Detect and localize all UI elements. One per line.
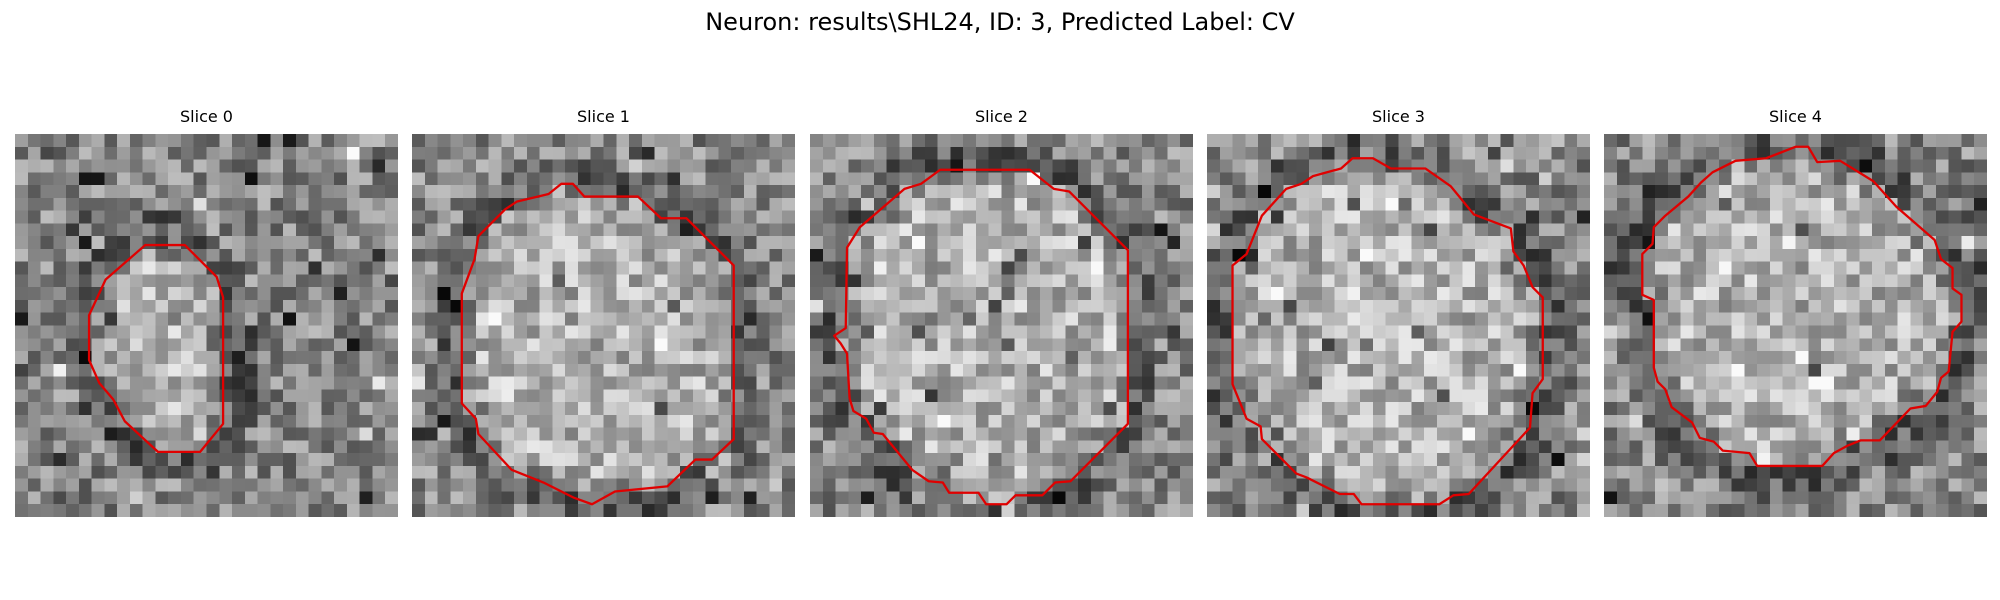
segmentation-contour-4 xyxy=(1641,145,1963,468)
slice-image-2 xyxy=(810,134,1193,517)
slice-panel-3: Slice 3 xyxy=(1207,108,1590,517)
segmentation-contour-0 xyxy=(87,243,225,454)
slice-title-0: Slice 0 xyxy=(180,107,233,126)
slice-panel-1: Slice 1 xyxy=(412,108,795,517)
slice-title-3: Slice 3 xyxy=(1372,107,1425,126)
segmentation-contour-3 xyxy=(1231,157,1544,506)
segmentation-contour-2 xyxy=(833,168,1130,506)
segmentation-contour-1 xyxy=(460,182,735,506)
slice-image-4 xyxy=(1604,134,1987,517)
slice-image-1 xyxy=(412,134,795,517)
slice-panel-4: Slice 4 xyxy=(1604,108,1987,517)
slice-panel-0: Slice 0 xyxy=(15,108,398,517)
figure-title: Neuron: results\SHL24, ID: 3, Predicted … xyxy=(705,8,1295,36)
slice-title-1: Slice 1 xyxy=(577,107,630,126)
slice-title-2: Slice 2 xyxy=(975,107,1028,126)
slice-title-4: Slice 4 xyxy=(1769,107,1822,126)
slice-panel-2: Slice 2 xyxy=(810,108,1193,517)
slice-image-0 xyxy=(15,134,398,517)
slice-image-3 xyxy=(1207,134,1590,517)
